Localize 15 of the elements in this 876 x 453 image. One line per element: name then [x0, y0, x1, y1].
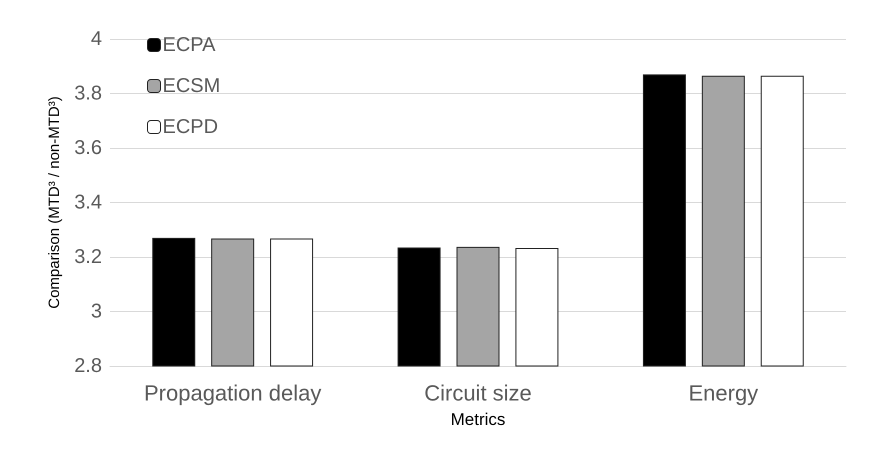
legend-label: ECSM [162, 75, 220, 97]
legend-label: ECPD [162, 116, 218, 138]
y-tick-label: 3 [90, 300, 102, 322]
x-tick-label: Energy [688, 380, 758, 406]
y-tick-label: 3.4 [74, 192, 102, 214]
y-tick-label: 3.6 [74, 137, 102, 159]
y-tick-label: 3.2 [74, 246, 102, 268]
y-tick-label: 3.8 [74, 82, 102, 104]
legend-label: ECPA [162, 34, 216, 56]
x-tick-label: Propagation delay [144, 380, 322, 406]
y-tick-label: 2.8 [74, 355, 102, 377]
y-tick-label: 4 [90, 28, 102, 50]
y-axis-title: Comparison (MTD³ / non-MTD³) [46, 96, 63, 309]
x-tick-label: Circuit size [424, 380, 532, 406]
x-axis-title: Metrics [450, 410, 506, 429]
